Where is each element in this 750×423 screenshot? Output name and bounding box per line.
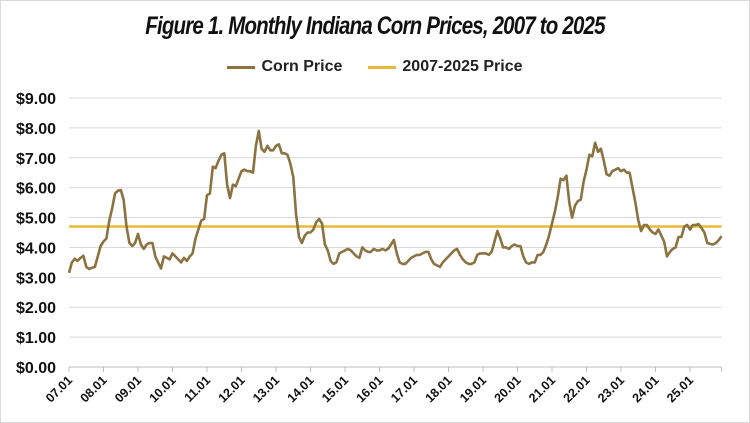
y-tick-label: $3.00 bbox=[16, 270, 56, 287]
x-tick-label: 25.01 bbox=[664, 373, 696, 405]
y-tick-label: $2.00 bbox=[16, 300, 56, 317]
y-tick-label: $9.00 bbox=[16, 91, 56, 108]
x-tick-label: 23.01 bbox=[595, 373, 627, 405]
x-tick-label: 21.01 bbox=[526, 373, 558, 405]
x-tick-label: 15.01 bbox=[319, 373, 351, 405]
x-tick-label: 13.01 bbox=[250, 373, 282, 405]
x-tick-label: 11.01 bbox=[182, 373, 214, 405]
x-tick-label: 24.01 bbox=[630, 373, 662, 405]
x-tick-label: 07.01 bbox=[43, 373, 75, 405]
x-tick-label: 08.01 bbox=[78, 373, 110, 405]
y-tick-label: $0.00 bbox=[16, 360, 56, 377]
x-tick-label: 09.01 bbox=[112, 373, 144, 405]
x-tick-label: 12.01 bbox=[216, 373, 248, 405]
x-tick-label: 20.01 bbox=[492, 373, 524, 405]
legend-item-average-price: 2007-2025 Price bbox=[368, 58, 523, 76]
y-tick-label: $4.00 bbox=[16, 240, 56, 257]
y-tick-label: $8.00 bbox=[16, 121, 56, 138]
corn-price-line bbox=[67, 129, 723, 274]
legend-label-corn-price: Corn Price bbox=[261, 58, 343, 75]
x-tick-label: 19.01 bbox=[457, 373, 489, 405]
x-tick-label: 14.01 bbox=[285, 373, 317, 405]
x-tick-label: 17.01 bbox=[388, 373, 420, 405]
legend: Corn Price 2007-2025 Price bbox=[0, 58, 750, 76]
y-tick-label: $5.00 bbox=[16, 211, 56, 228]
y-tick-label: $6.00 bbox=[16, 181, 56, 198]
chart-title: Figure 1. Monthly Indiana Corn Prices, 2… bbox=[145, 12, 605, 40]
x-tick-label: 18.01 bbox=[423, 373, 455, 405]
legend-swatch-average-price bbox=[368, 65, 397, 69]
legend-item-corn-price: Corn Price bbox=[227, 58, 342, 76]
x-tick-label: 16.01 bbox=[354, 373, 386, 405]
x-tick-label: 22.01 bbox=[561, 373, 593, 405]
y-tick-label: $1.00 bbox=[16, 330, 56, 347]
legend-label-average-price: 2007-2025 Price bbox=[402, 58, 523, 75]
legend-swatch-corn-price bbox=[227, 65, 256, 69]
y-tick-label: $7.00 bbox=[16, 151, 56, 168]
x-tick-label: 10.01 bbox=[147, 373, 179, 405]
